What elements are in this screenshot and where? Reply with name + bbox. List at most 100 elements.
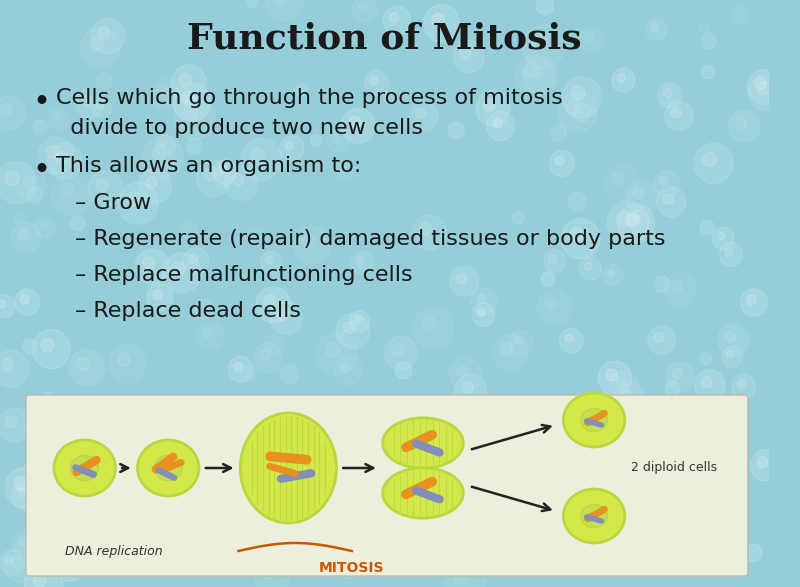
Circle shape (97, 73, 112, 89)
Circle shape (90, 36, 103, 50)
Circle shape (201, 454, 233, 488)
Circle shape (90, 18, 125, 53)
Circle shape (482, 102, 494, 114)
Circle shape (77, 357, 90, 370)
Circle shape (420, 223, 432, 235)
Circle shape (338, 413, 350, 424)
Circle shape (48, 143, 82, 179)
Circle shape (221, 473, 250, 504)
Circle shape (6, 416, 17, 427)
Text: 2 diploid cells: 2 diploid cells (630, 461, 717, 474)
Circle shape (0, 96, 25, 130)
Circle shape (0, 300, 6, 308)
Circle shape (754, 77, 766, 89)
Circle shape (232, 174, 244, 186)
Circle shape (571, 86, 585, 100)
Circle shape (726, 351, 734, 359)
Circle shape (559, 329, 583, 353)
Circle shape (477, 295, 486, 304)
Circle shape (626, 180, 658, 213)
Circle shape (732, 374, 755, 399)
Circle shape (422, 316, 436, 330)
Circle shape (41, 338, 54, 352)
Circle shape (174, 96, 216, 140)
Circle shape (274, 0, 287, 5)
Text: – Replace dead cells: – Replace dead cells (75, 301, 301, 321)
Circle shape (718, 511, 740, 534)
Circle shape (5, 171, 19, 185)
Circle shape (579, 26, 604, 53)
Circle shape (555, 157, 564, 166)
Circle shape (725, 331, 736, 342)
Circle shape (617, 73, 625, 82)
Circle shape (134, 530, 162, 559)
Circle shape (702, 66, 714, 79)
Circle shape (732, 7, 747, 23)
Circle shape (55, 434, 65, 444)
Circle shape (305, 467, 342, 505)
Circle shape (281, 365, 298, 383)
Circle shape (260, 251, 282, 274)
Circle shape (628, 210, 650, 232)
Circle shape (152, 146, 166, 160)
Circle shape (538, 290, 571, 325)
Circle shape (56, 552, 85, 582)
Circle shape (408, 419, 430, 443)
Circle shape (246, 434, 264, 453)
Circle shape (161, 151, 177, 167)
Circle shape (53, 441, 66, 455)
Circle shape (486, 112, 514, 141)
Circle shape (713, 516, 741, 545)
Circle shape (17, 170, 46, 200)
Circle shape (448, 122, 464, 139)
Circle shape (92, 98, 111, 119)
Circle shape (515, 55, 554, 96)
Circle shape (146, 177, 158, 188)
Circle shape (514, 421, 534, 442)
Circle shape (717, 232, 725, 240)
Circle shape (471, 288, 497, 315)
Circle shape (418, 446, 430, 458)
Circle shape (718, 324, 749, 356)
Circle shape (578, 469, 590, 481)
Circle shape (218, 165, 227, 174)
Circle shape (598, 361, 631, 396)
Circle shape (719, 242, 742, 266)
Circle shape (5, 555, 14, 565)
Circle shape (342, 108, 375, 143)
Circle shape (141, 537, 150, 547)
Circle shape (568, 193, 586, 211)
Circle shape (514, 336, 523, 345)
Circle shape (158, 86, 168, 96)
Circle shape (380, 500, 402, 522)
Circle shape (226, 508, 236, 518)
Circle shape (612, 173, 624, 185)
Circle shape (309, 436, 342, 470)
Circle shape (654, 276, 670, 292)
Circle shape (616, 211, 631, 226)
Circle shape (234, 362, 242, 371)
Circle shape (265, 257, 273, 264)
Circle shape (424, 5, 460, 42)
Circle shape (659, 517, 674, 532)
Circle shape (413, 215, 446, 250)
Circle shape (18, 288, 32, 302)
Circle shape (339, 163, 346, 171)
Circle shape (32, 329, 70, 369)
Circle shape (633, 215, 640, 223)
Circle shape (580, 258, 602, 280)
Circle shape (332, 134, 340, 143)
Circle shape (182, 91, 194, 105)
Circle shape (749, 73, 785, 111)
Circle shape (217, 436, 227, 447)
Circle shape (14, 213, 25, 224)
Circle shape (0, 161, 36, 203)
Circle shape (228, 356, 253, 382)
Circle shape (522, 25, 564, 69)
Circle shape (334, 356, 362, 385)
Circle shape (26, 187, 42, 204)
Circle shape (508, 462, 526, 480)
Circle shape (229, 557, 238, 566)
Circle shape (313, 475, 326, 489)
Circle shape (174, 83, 210, 122)
